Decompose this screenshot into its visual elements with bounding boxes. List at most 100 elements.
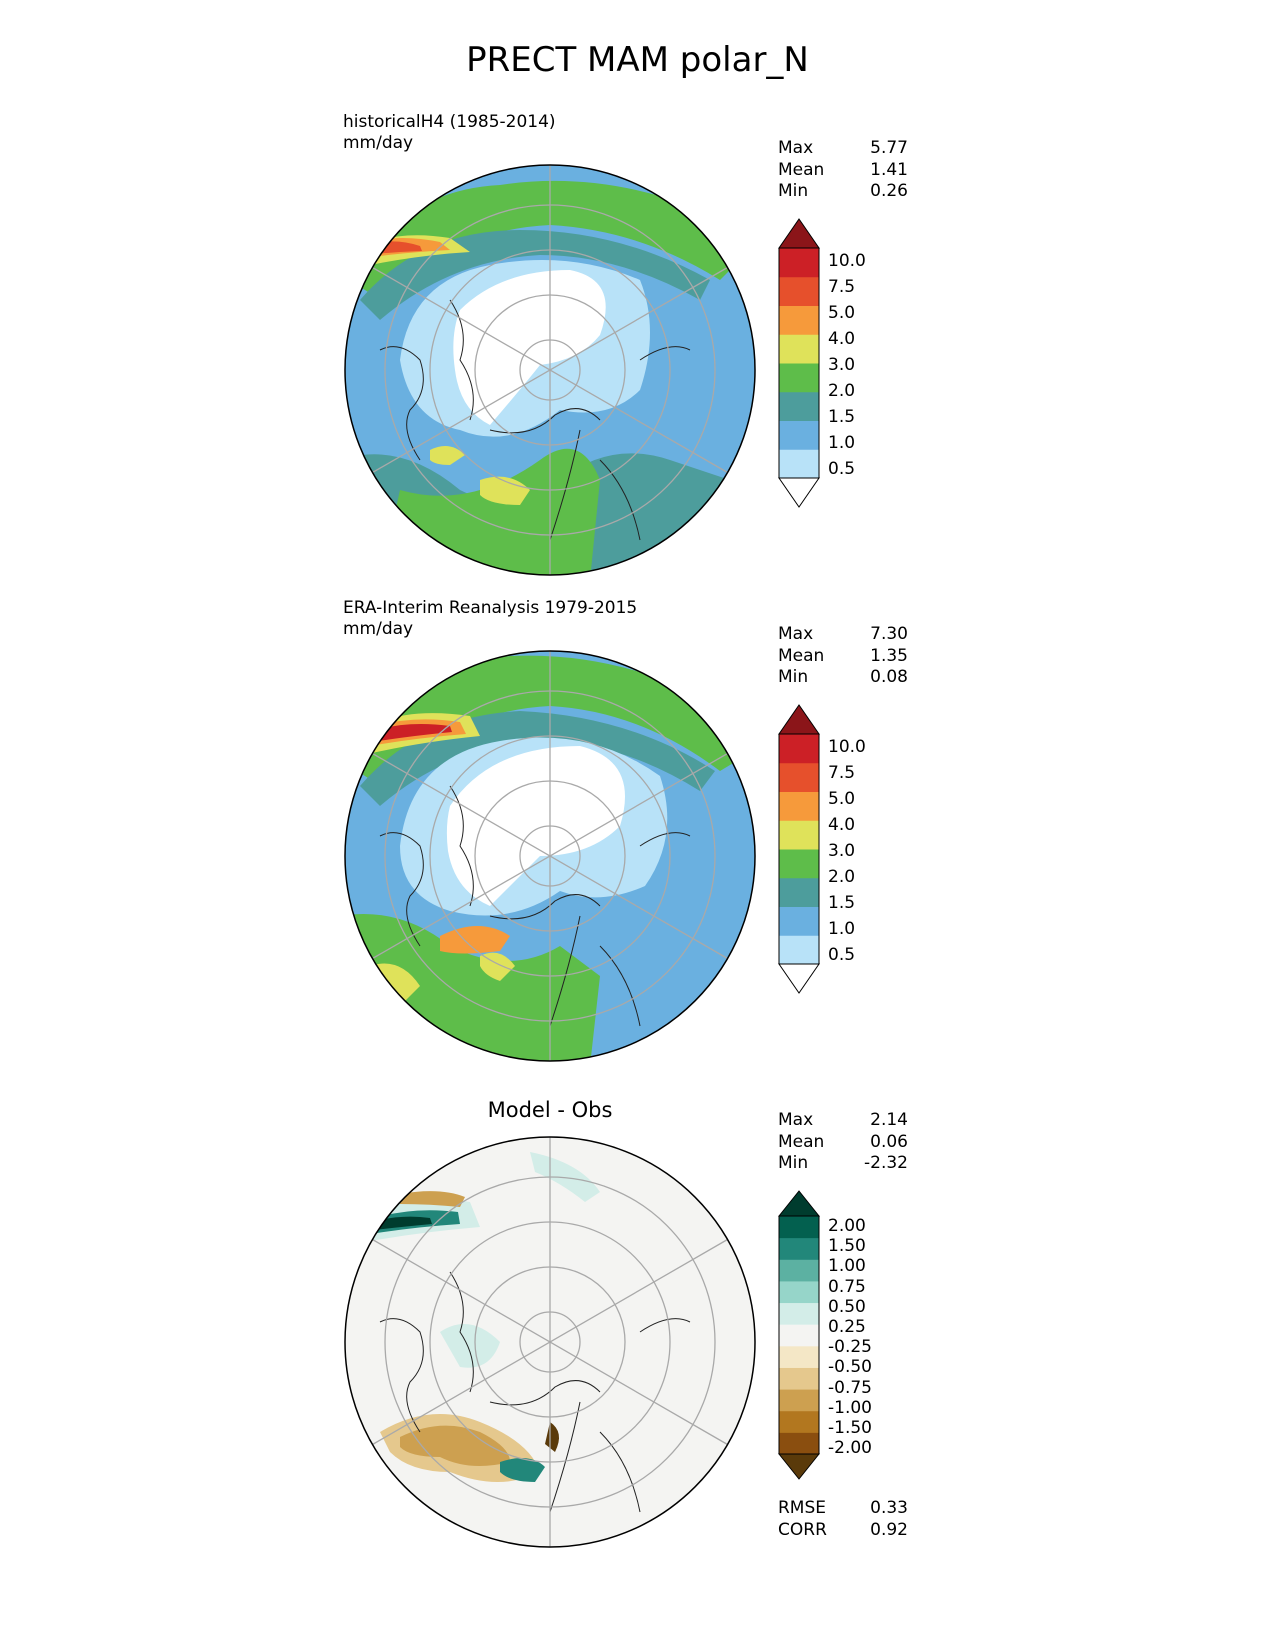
colorbar-swatch xyxy=(779,1216,819,1239)
stat-row: Min 0.26 xyxy=(778,181,908,203)
panel-3-field-negative-strip xyxy=(400,1191,465,1207)
colorbar-swatch xyxy=(779,762,819,792)
colorbar-tick: 5.0 xyxy=(828,789,856,809)
stat-row: Max 5.77 xyxy=(778,138,908,160)
colorbar-tick: 1.0 xyxy=(828,919,856,939)
panel-1-colorbar-swatches xyxy=(778,218,820,508)
stat-value: -2.32 xyxy=(864,1153,908,1173)
panel-3-field-negative-dark xyxy=(545,1422,559,1452)
colorbar-swatch xyxy=(779,1302,819,1325)
colorbar-frame xyxy=(778,733,820,965)
colorbar-swatch-low-extend xyxy=(778,477,820,508)
figure-title: PRECT MAM polar_N xyxy=(466,40,809,80)
colorbar-swatch xyxy=(779,1259,819,1282)
colorbar-swatch xyxy=(779,1410,819,1433)
colorbar-tick: 7.5 xyxy=(828,277,856,297)
stat-value: 0.06 xyxy=(870,1131,908,1152)
colorbar-swatch xyxy=(779,906,819,936)
panel-2-coastlines xyxy=(379,785,691,1027)
stat-label: RMSE xyxy=(778,1498,827,1518)
colorbar-tick: 1.0 xyxy=(828,433,856,453)
colorbar-swatch xyxy=(779,791,819,821)
panel-1-graticule xyxy=(372,165,728,575)
panel-3-graticule xyxy=(372,1137,728,1547)
panel-1-title-line1: historicalH4 (1985-2014) xyxy=(343,112,556,132)
colorbar-tick: 1.50 xyxy=(828,1236,866,1257)
panel-1-field-yellow-patch-1 xyxy=(480,476,530,505)
stat-row: Mean 0.06 xyxy=(778,1132,908,1154)
colorbar-swatch xyxy=(779,1324,819,1347)
colorbar-swatch xyxy=(779,1280,819,1304)
panel-2-title-line1: ERA-Interim Reanalysis 1979-2015 xyxy=(343,598,638,618)
panel-3-field-positive-patch xyxy=(500,1458,545,1482)
colorbar-swatch xyxy=(779,1432,819,1455)
panel-1-map-boundary xyxy=(344,164,756,576)
panel-2-map xyxy=(344,650,756,1062)
colorbar-tick: 2.00 xyxy=(828,1216,866,1236)
panel-1-field-yellow-patch-2 xyxy=(430,446,465,465)
panel-1-coastlines xyxy=(379,299,691,541)
panel-3-map xyxy=(344,1136,756,1548)
colorbar-tick: -0.25 xyxy=(828,1337,872,1358)
colorbar-swatch xyxy=(779,1345,819,1368)
stat-value: 0.92 xyxy=(870,1519,908,1540)
stat-label: Max xyxy=(778,624,814,644)
colorbar-swatch xyxy=(779,449,819,479)
stat-row: Max 7.30 xyxy=(778,624,908,646)
colorbar-tick: -0.75 xyxy=(828,1377,872,1398)
stat-value: 5.77 xyxy=(870,138,908,158)
stat-label: Mean xyxy=(778,1131,825,1152)
panel-3-stats: Max 2.14 Mean 0.06 Min -2.32 xyxy=(778,1110,908,1175)
colorbar-swatch xyxy=(779,391,819,421)
colorbar-swatch xyxy=(779,248,819,278)
colorbar-tick: 0.25 xyxy=(828,1317,866,1337)
stat-label: Min xyxy=(778,667,809,687)
colorbar-swatch xyxy=(779,1237,819,1260)
panel-3-field-positive-core xyxy=(372,1216,432,1230)
panel-3-colorbar-swatches xyxy=(777,1190,821,1480)
colorbar-swatch xyxy=(779,334,819,364)
panel-2-title: ERA-Interim Reanalysis 1979-2015 mm/day xyxy=(343,598,637,640)
colorbar-swatch xyxy=(779,276,819,306)
colorbar-tick: 0.5 xyxy=(828,945,856,965)
panel-1-field-pacific-storm-track xyxy=(350,180,740,300)
panel-3-skill-stats: RMSE 0.33 CORR 0.92 xyxy=(778,1498,908,1541)
colorbar-tick: 10.0 xyxy=(828,737,866,757)
panel-2-colorbar-swatches xyxy=(778,704,820,994)
stat-row: Min 0.08 xyxy=(778,667,908,689)
colorbar-tick: 0.5 xyxy=(828,459,856,479)
panel-2-units: mm/day xyxy=(343,619,414,639)
stat-value: 1.35 xyxy=(870,645,908,666)
colorbar-tick: 0.50 xyxy=(828,1296,866,1317)
stat-value: 0.26 xyxy=(870,181,908,201)
colorbar-tick: 1.5 xyxy=(828,407,856,427)
colorbar-swatch-high-extend xyxy=(778,704,820,735)
colorbar-tick: 1.00 xyxy=(828,1256,866,1277)
colorbar-tick: 2.0 xyxy=(828,867,856,887)
colorbar-swatch-low-extend xyxy=(778,963,820,994)
stat-value: 1.41 xyxy=(870,159,908,180)
stat-value: 0.08 xyxy=(870,667,908,687)
stat-label: Min xyxy=(778,1153,809,1173)
stat-value: 2.14 xyxy=(870,1110,908,1130)
panel-1-units: mm/day xyxy=(343,133,414,153)
panel-2-map-boundary xyxy=(344,650,756,1062)
panel-3-map-boundary xyxy=(344,1136,756,1548)
panel-2-graticule xyxy=(372,651,728,1061)
colorbar-swatch xyxy=(779,1389,819,1412)
panel-2-field-white-cap xyxy=(446,746,625,906)
colorbar-tick: -1.50 xyxy=(828,1418,872,1438)
colorbar-tick: 4.0 xyxy=(828,815,856,835)
colorbar-swatch-high-extend xyxy=(777,1190,821,1217)
colorbar-swatch-high-extend xyxy=(778,218,820,249)
stat-value: 0.33 xyxy=(870,1498,908,1518)
stat-row: Mean 1.41 xyxy=(778,160,908,182)
stat-row: RMSE 0.33 xyxy=(778,1498,908,1520)
stat-row: Min -2.32 xyxy=(778,1153,908,1175)
colorbar-tick: 5.0 xyxy=(828,303,856,323)
colorbar-frame xyxy=(778,1215,820,1455)
panel-2-stats: Max 7.30 Mean 1.35 Min 0.08 xyxy=(778,624,908,689)
panel-3-colorbar: 2.00 1.50 1.00 0.75 0.50 0.25 -0.25 -0.5… xyxy=(777,1190,872,1480)
stat-label: CORR xyxy=(778,1519,827,1540)
colorbar-tick: -0.50 xyxy=(828,1357,872,1378)
